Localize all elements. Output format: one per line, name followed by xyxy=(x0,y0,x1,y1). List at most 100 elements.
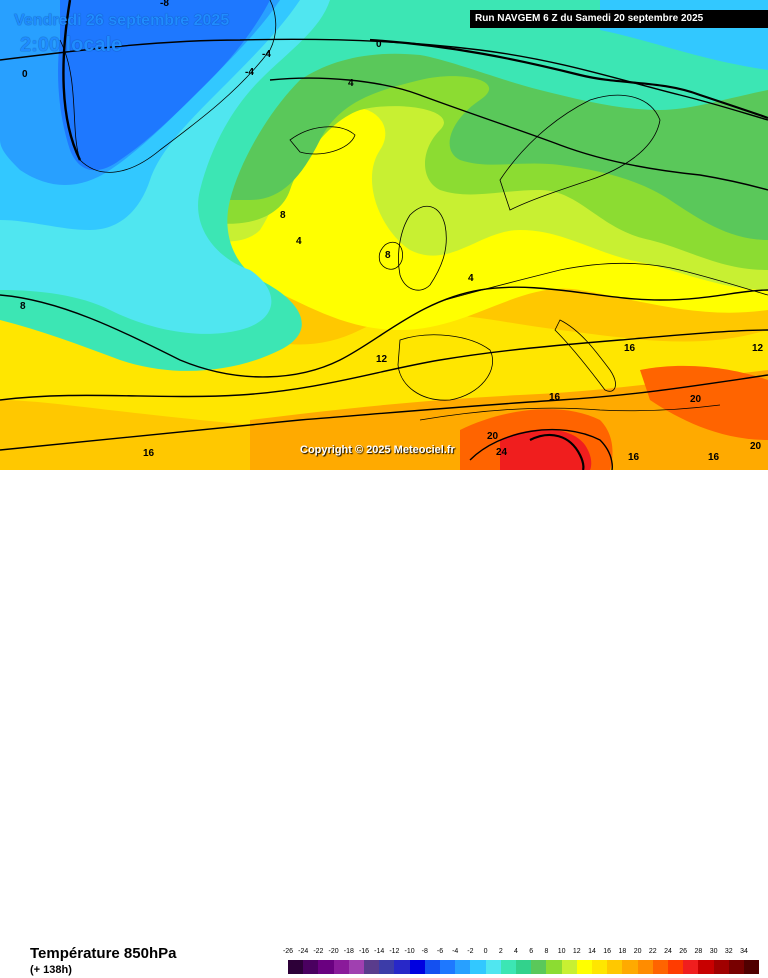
color-legend: -26 -24 -22 -20 -18 -16 -14 -12 -10 -8 -6 -4 -2 0 2 4 6 8… xyxy=(280,948,760,978)
coast-ireland xyxy=(378,241,403,270)
legend-tick: -6 xyxy=(436,948,444,955)
field-light-orange xyxy=(0,230,768,435)
legend-tick: 24 xyxy=(664,948,672,955)
legend-tick: -14 xyxy=(374,948,385,955)
legend-tick: -22 xyxy=(313,948,324,955)
field-deep-red xyxy=(500,429,592,470)
lead-time: (+ 138h) xyxy=(30,964,72,976)
isotherm-16 xyxy=(0,374,768,451)
contour-label: 0 xyxy=(22,69,28,80)
legend-swatch xyxy=(455,960,471,974)
contour-label-group: -8 -4 -4 0 0 4 8 4 8 8 4 12 16 16 12 20 … xyxy=(20,0,764,463)
isotherm-8 xyxy=(0,286,768,378)
legend-swatch xyxy=(485,960,501,974)
contour-label: 16 xyxy=(708,452,720,463)
legend-tick: -8 xyxy=(421,948,428,955)
legend-swatch xyxy=(333,960,349,974)
isotherm-12 xyxy=(0,329,768,401)
legend-tick: -4 xyxy=(452,948,459,955)
contour-label: -4 xyxy=(262,49,271,60)
contour-label: -4 xyxy=(245,67,254,78)
coast-uk xyxy=(398,205,447,291)
warm-core-thick xyxy=(529,433,585,470)
contour-lines xyxy=(0,38,768,470)
legend-swatch xyxy=(531,960,547,974)
contour-label: 16 xyxy=(143,448,155,459)
legend-tick: -12 xyxy=(389,948,400,955)
coast-north-africa xyxy=(419,404,721,421)
legend-swatch xyxy=(622,960,638,974)
coast-italy xyxy=(554,319,616,392)
legend-swatch xyxy=(288,960,304,974)
legend-tick: 2 xyxy=(498,948,503,955)
local-time: 2:00 locale xyxy=(20,34,123,56)
legend-tick: 30 xyxy=(709,948,718,955)
variable-title: Température 850hPa xyxy=(30,945,177,962)
north-coast-thick xyxy=(369,38,768,120)
legend-swatch xyxy=(500,960,516,974)
legend-tick: -10 xyxy=(404,948,415,955)
legend-swatch xyxy=(728,960,744,974)
coastlines xyxy=(59,0,768,421)
legend-swatch xyxy=(637,960,653,974)
legend-swatch xyxy=(713,960,729,974)
legend-tick: 4 xyxy=(514,948,518,955)
legend-tick: -16 xyxy=(358,948,370,955)
legend-swatch xyxy=(470,960,486,974)
legend-tick: -24 xyxy=(298,948,309,955)
contour-label: 24 xyxy=(496,447,508,458)
contour-label: 12 xyxy=(752,343,764,354)
legend-tick: 18 xyxy=(618,948,627,955)
legend-swatch xyxy=(698,960,714,974)
legend-swatch xyxy=(652,960,668,974)
legend-tick: 16 xyxy=(603,948,612,955)
legend-tick: 32 xyxy=(724,948,733,955)
legend-tick: 12 xyxy=(572,948,581,955)
legend-swatch xyxy=(561,960,577,974)
contour-label: 8 xyxy=(280,210,286,221)
field-deep-cold xyxy=(58,0,270,171)
coast-iceland xyxy=(289,126,356,155)
legend-tick: -2 xyxy=(467,948,474,955)
legend-tick: 34 xyxy=(740,948,748,955)
coast-europe xyxy=(444,262,768,301)
legend-tick: 10 xyxy=(557,948,566,955)
copyright-notice: Copyright © 2025 Meteociel.fr xyxy=(300,444,455,456)
coast-scandinavia xyxy=(499,94,661,211)
contour-label: 12 xyxy=(376,354,388,365)
legend-swatch xyxy=(592,960,608,974)
legend-swatch xyxy=(576,960,592,974)
legend-swatch xyxy=(668,960,684,974)
legend-swatch xyxy=(424,960,440,974)
legend-tick: 6 xyxy=(529,948,534,955)
contour-label: 4 xyxy=(296,236,302,247)
footer-bar: Température 850hPa (+ 138h) -2 6 -24 -22 -20… xyxy=(0,470,768,976)
contour-label: 20 xyxy=(750,441,762,452)
coast-iberia xyxy=(397,334,493,401)
legend-swatch xyxy=(409,960,425,974)
legend-swatch xyxy=(394,960,410,974)
legend-swatch xyxy=(348,960,364,974)
legend-tick: 28 xyxy=(694,948,703,955)
legend-swatch xyxy=(683,960,699,974)
contour-label: 20 xyxy=(487,431,499,442)
legend-swatch xyxy=(379,960,395,974)
legend-swatch xyxy=(607,960,623,974)
coast-greenland xyxy=(59,0,277,173)
field-red-east xyxy=(640,365,768,440)
legend-tick: 20 xyxy=(633,948,642,955)
contour-label: 4 xyxy=(348,78,354,89)
contour-label: -8 xyxy=(160,0,169,9)
isotherm-20 xyxy=(469,428,613,470)
legend-tick: -20 xyxy=(328,948,339,955)
contour-label: 4 xyxy=(468,273,474,284)
run-info-banner: Run NAVGEM 6 Z du Samedi 20 septembre 20… xyxy=(470,10,768,28)
temperature-map: -8 -4 -4 0 0 4 8 4 8 8 4 12 16 16 12 20 … xyxy=(0,0,768,470)
contour-label: 16 xyxy=(628,452,640,463)
legend-swatch xyxy=(303,960,319,974)
legend-tick: 8 xyxy=(544,948,549,955)
contour-label: 16 xyxy=(624,343,636,354)
arctic-circle-line xyxy=(62,0,82,161)
valid-date: Vendredi 26 septembre 2025 xyxy=(14,12,230,29)
contour-label: 0 xyxy=(376,39,382,50)
